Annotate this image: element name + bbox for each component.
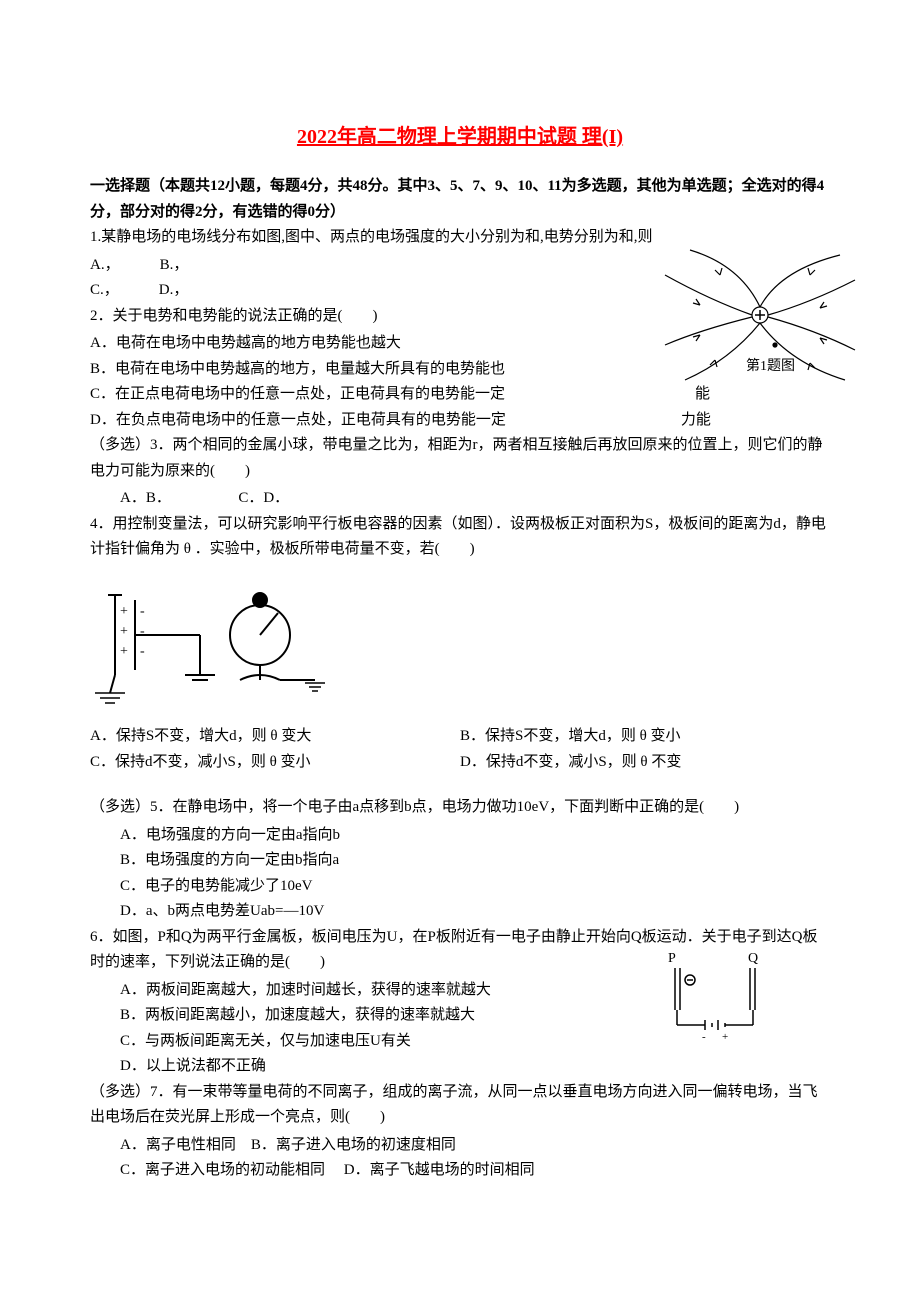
svg-text:-: - [140, 624, 145, 639]
q2-optD-end: 力能 [681, 412, 711, 428]
q4-optA: A．保持S不变，增大d，则 θ 变大 [90, 724, 460, 750]
q6-optD: D．以上说法都不正确 [90, 1054, 830, 1080]
q5-optC: C．电子的电势能减少了10eV [90, 874, 830, 900]
q1-optB: B.， [160, 257, 189, 273]
q3-options: A．B． C．D． [90, 486, 830, 512]
svg-text:+: + [722, 1031, 728, 1040]
capacitor-diagram: + + + - - - [90, 575, 340, 705]
svg-text:+: + [120, 644, 128, 659]
q2-optC-row: C．在正点电荷电场中的任意一点处，正电荷具有的电势能一定 能 [90, 382, 830, 408]
q1-figure-label: 第1题图 [746, 355, 795, 379]
svg-text:-: - [140, 604, 145, 619]
q4-optD: D．保持d不变，减小S，则 θ 不变 [460, 750, 830, 776]
q5-text: （多选）5．在静电场中，将一个电子由a点移到b点，电场力做功10eV，下面判断中… [90, 795, 830, 821]
svg-text:-: - [140, 644, 145, 659]
q4-optB: B．保持S不变，增大d，则 θ 变小 [460, 724, 830, 750]
q7-text: （多选）7．有一束带等量电荷的不同离子，组成的离子流，从同一点以垂直电场方向进入… [90, 1080, 830, 1131]
q2-optD-row: D．在负点电荷电场中的任意一点处，正电荷具有的电势能一定 力能 [90, 408, 830, 434]
q5-optA: A．电场强度的方向一定由a指向b [90, 823, 830, 849]
q1-optA: A.， [90, 257, 120, 273]
svg-text:+: + [120, 604, 128, 619]
q4-options-row2: C．保持d不变，减小S，则 θ 变小 D．保持d不变，减小S，则 θ 不变 [90, 750, 830, 776]
q4-text: 4．用控制变量法，可以研究影响平行板电容器的因素（如图）．设两极板正对面积为S，… [90, 512, 830, 563]
q1-optC: C.， [90, 282, 119, 298]
q4-optC: C．保持d不变，减小S，则 θ 变小 [90, 750, 460, 776]
q3-text: （多选）3．两个相同的金属小球，带电量之比为，相距为r，两者相互接触后再放回原来… [90, 433, 830, 484]
q2-optC: C．在正点电荷电场中的任意一点处，正电荷具有的电势能一定 [90, 386, 505, 402]
section-header: 一选择题（本题共12小题，每题4分，共48分。其中3、5、7、9、10、11为多… [90, 174, 830, 225]
svg-text:+: + [120, 624, 128, 639]
exam-title: 2022年高二物理上学期期中试题 理(I) [90, 120, 830, 154]
q5-optB: B．电场强度的方向一定由b指向a [90, 848, 830, 874]
q5-optD: D．a、b两点电势差Uab=—10V [90, 899, 830, 925]
svg-text:Q: Q [748, 951, 758, 966]
q6-container: 6．如图，P和Q为两平行金属板，板间电压为U，在P板附近有一电子由静止开始向Q板… [90, 925, 830, 1080]
svg-text:P: P [668, 951, 676, 966]
plates-diagram: P Q - + [650, 950, 780, 1040]
q7-opts1: A．离子电性相同 B．离子进入电场的初速度相同 [90, 1133, 830, 1159]
q1-q2-container: 第1题图 1.某静电场的电场线分布如图,图中、两点的电场强度的大小分别为和,电势… [90, 225, 830, 433]
q4-options-row1: A．保持S不变，增大d，则 θ 变大 B．保持S不变，增大d，则 θ 变小 [90, 724, 830, 750]
q1-optD: D.， [159, 282, 189, 298]
q2-optC-end: 能 [695, 386, 710, 402]
q7-opts2: C．离子进入电场的初动能相同 D．离子飞越电场的时间相同 [90, 1158, 830, 1184]
q2-optD: D．在负点电荷电场中的任意一点处，正电荷具有的电势能一定 [90, 412, 506, 428]
svg-text:-: - [702, 1031, 706, 1040]
